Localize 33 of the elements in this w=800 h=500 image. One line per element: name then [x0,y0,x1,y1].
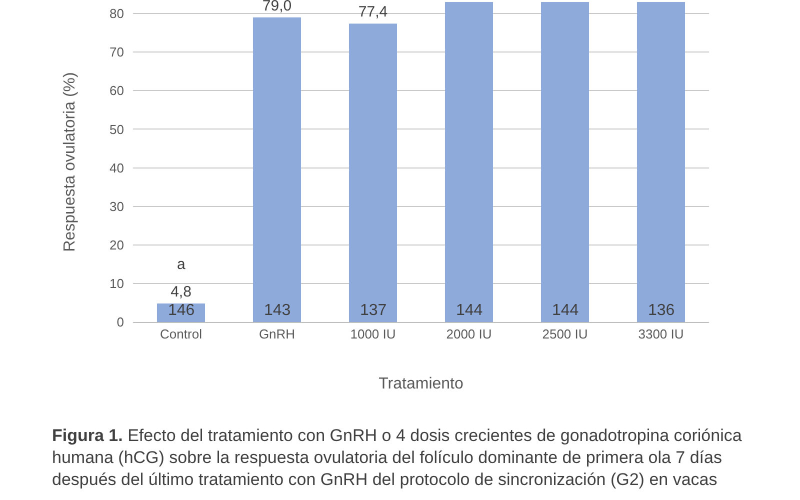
data-label: 4,8 [170,283,192,300]
annotation: 136 [648,302,675,319]
y-tick-label: 60 [110,83,124,98]
bar [349,24,397,322]
annotation: 137 [360,302,387,319]
bar [445,2,493,322]
x-tick-label: 1000 IU [350,326,396,342]
y-tick-label: 40 [110,160,124,176]
y-tick-label: 30 [110,198,124,214]
y-tick-label: 80 [110,6,124,22]
y-tick-label: 10 [110,276,124,291]
x-tick-label: Control [160,326,202,342]
y-tick-label: 50 [110,122,124,137]
y-tick-label: 70 [110,44,124,60]
data-label: 79,0 [262,0,292,14]
data-label: 77,4 [358,4,388,21]
annotation: 144 [456,302,483,319]
bar [541,2,589,322]
annotation: a [177,256,186,273]
annotation: 144 [552,302,579,319]
x-tick-label: 3300 IU [638,326,684,342]
bar [637,2,685,322]
y-axis-title: Respuesta ovulatoria (%) [61,72,78,252]
annotation: 146 [168,302,195,319]
y-tick-label: 20 [110,237,124,252]
x-axis-title: Tratamiento [378,375,464,392]
x-tick-label: 2500 IU [542,326,588,342]
x-tick-label: 2000 IU [446,326,492,342]
x-tick-label: GnRH [258,326,296,342]
annotation: 143 [264,302,291,319]
text: Figura 1. Efecto del tratamiento con GnRH o 4 dosis crecientes de gonadotropina coriónica humana (hCG) sobre la respuesta ovulatoria del folículo dominante de primera ola 7 días después del último tratamiento con GnRH del protocolo de sincronización (G2) en vacas [52,426,742,490]
bar [253,17,301,322]
y-tick-label: 0 [116,314,124,330]
